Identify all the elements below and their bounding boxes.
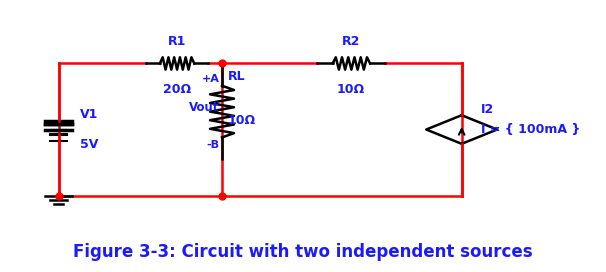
Text: 10Ω: 10Ω	[227, 114, 256, 127]
Text: 5V: 5V	[81, 138, 99, 152]
Text: V1: V1	[81, 108, 99, 120]
Text: -B: -B	[206, 140, 219, 150]
Text: Figure 3-3: Circuit with two independent sources: Figure 3-3: Circuit with two independent…	[73, 243, 533, 261]
Text: Vout: Vout	[189, 101, 219, 114]
Text: RL: RL	[227, 70, 245, 83]
Text: I = { 100mA }: I = { 100mA }	[481, 123, 580, 136]
Text: R2: R2	[342, 35, 361, 48]
Text: 10Ω: 10Ω	[337, 83, 365, 96]
Text: I2: I2	[481, 103, 494, 116]
Text: 20Ω: 20Ω	[163, 83, 191, 96]
Text: +A: +A	[201, 74, 219, 84]
Text: R1: R1	[168, 35, 186, 48]
